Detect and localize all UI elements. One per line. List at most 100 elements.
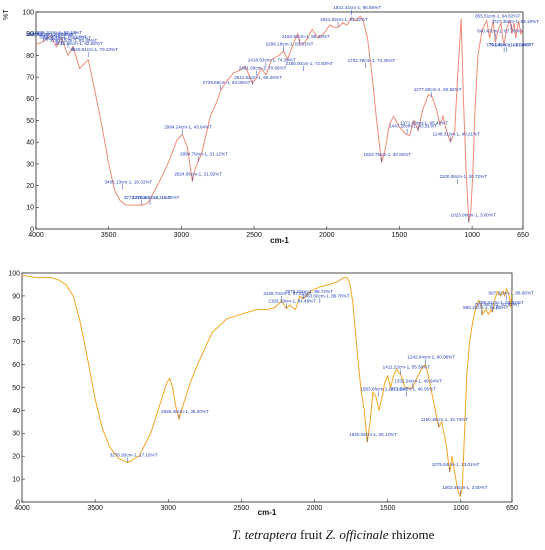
peak-label: 2184.94cm-1, 85.33%T [282,34,330,39]
y-axis-label: %T [3,9,10,20]
x-axis-label: cm-1 [258,508,277,517]
peak-label: 1963.60cm-1, 86.78%T [302,293,350,298]
x-tick-label: 2000 [307,505,323,512]
peak-label: 2924.66cm-1, 21.92%T [174,171,222,176]
y-tick-label: 50 [26,118,34,125]
peak-label: 3947.86cm-1, 86.08%T [26,32,74,37]
peak-label: 783.46cm-1, 82.97%T [474,302,519,307]
peak-label: 1563.06cm-1, 46.14%T [360,386,408,391]
y-tick-label: 90 [12,293,20,300]
peak-label: 1003.45cm-1, 3.00%T [442,485,487,490]
y-tick-label: 0 [16,499,20,506]
peak-label: 2926.48cm-1, 36.20%T [161,409,209,414]
peak-label: 2729.66cm-1, 64.06%T [203,80,251,85]
peak-label: 3215.40cm-1, 11.15%T [132,195,180,200]
x-tick-label: 1500 [392,232,408,239]
x-tick-label: 650 [517,232,529,239]
x-tick-label: 1000 [464,232,480,239]
peak-label: 1371.60cm-1, 45.42%T [400,120,448,125]
x-tick-label: 4000 [14,505,30,512]
peak-label: 3780.11cm-1, 83.40%T [50,38,98,43]
spectrum-line-1 [35,15,524,223]
peak-label: 840.47cm-1, 87.78%T [477,29,522,34]
peak-label: 2078.10cm-1, 88.72%T [285,289,333,294]
y-tick-label: 80 [12,316,20,323]
peak-label: 779.94cm-1, 81.36%T [486,42,531,47]
peak-label: 756.51cm-1, 83.92%T [478,300,523,305]
peak-label: 1640.06cm-1, 26.12%T [349,432,397,437]
peak-label: 3273.37cm-1, 11.11%T [124,195,171,200]
peak-label: 2193.19cm-1, 84.49%T [268,299,316,304]
y-tick-label: 50 [12,385,20,392]
peak-label: 1148.31cm-1, 40.21%T [433,132,481,137]
caption-species-2: Z. officinale [325,527,389,542]
peak-label: 2418.63cm-1, 74.39%T [248,58,296,63]
peak-label: 2511.52cm-1, 66.46%T [234,75,282,80]
peak-label: 1373.24cm-1, 46.05%T [388,387,436,392]
peak-label: 860.20cm-1, 81.65%T [463,305,508,310]
peak-label: 2884.79cm-1, 31.12%T [180,151,228,156]
y-tick-label: 100 [22,9,34,16]
plot-frame-2 [21,272,513,503]
y-tick-label: 40 [12,408,20,415]
peak-label: 3745.60cm-1, 82.08%T [55,41,103,46]
caption-species-1: T. tetraptera [232,527,297,542]
x-axis-label: cm-1 [270,236,289,245]
peak-label: 1831.44cm-1, 98.56%T [333,5,381,10]
peak-label: 727.38cm-1, 92.19%T [494,19,539,24]
peak-label: 2481.60cm-1, 70.66%T [239,66,287,71]
x-tick-label: 1000 [453,505,469,512]
peak-label: 2994.24cm-1, 43.64%T [164,124,212,129]
peak-label: 855.51cm-1, 94.62%T [475,14,520,19]
peak-label: 3405.13cm-1, 18.31%T [104,179,152,184]
x-tick-label: 2000 [319,232,335,239]
x-tick-label: 2500 [246,232,262,239]
x-tick-label: 2500 [234,505,250,512]
caption-text-1: fruit [296,527,326,542]
y-tick-label: 30 [12,431,20,438]
y-tick-label: 70 [12,339,20,346]
peak-label: 1623.75cm-1, 30.82%T [363,152,411,157]
peak-label: 1447.28cm-1, 43.91%T [389,124,437,129]
peak-label: 1277.60cm-1, 60.82%T [414,87,462,92]
peak-label: 1023.90cm-1, 3.00%T [451,212,496,217]
peak-label: 3924.21cm-1, 86.39%T [29,32,77,37]
y-tick-label: 90 [26,31,34,38]
y-tick-label: 40 [26,140,34,147]
caption-text-2: rhizome [388,527,435,542]
figure-caption: T. tetraptera fruit Z. officinale rhizom… [232,527,434,543]
peak-label: 1100.06cm-1, 20.72%T [440,174,488,179]
x-tick-label: 3000 [160,505,176,512]
x-tick-label: 3500 [87,505,103,512]
y-tick-label: 20 [12,454,20,461]
y-tick-label: 70 [26,75,34,82]
y-tick-label: 80 [26,53,34,60]
y-tick-label: 60 [26,96,34,103]
peak-label: 2226.73cm-1, 87.81%T [263,291,311,296]
x-tick-label: 4000 [28,232,44,239]
x-tick-label: 3000 [174,232,190,239]
y-tick-label: 20 [26,183,34,190]
y-tick-label: 0 [30,226,34,233]
peak-label: 2160.00cm-1, 72.83%T [285,61,333,66]
peak-label: 3276.93cm-1, 17.18%T [110,453,158,458]
peak-label: 687.32cm-1, 88.06%T [489,290,534,295]
x-tick-label: 3500 [101,232,117,239]
y-tick-label: 100 [8,270,20,277]
peak-label: 3640.91cm-1, 79.23%T [70,47,118,52]
spectrum-line-2 [21,274,513,498]
peak-label: 1075.64cm-1, 13.01%T [432,462,480,467]
peak-label: 1150.36cm-1, 32.74%T [421,417,469,422]
y-tick-label: 60 [12,362,20,369]
x-tick-label: 650 [506,505,518,512]
peak-label: 3855.75cm-1, 85.12%T [39,34,87,39]
peak-label: 761.35cm-1, 81.60%T [489,42,534,47]
y-tick-label: 10 [26,205,34,212]
peak-label: 3888.10cm-1, 87.10%T [34,30,82,35]
peak-label: 1921.93cm-1, 93.12%T [320,17,368,22]
y-tick-label: 30 [26,161,34,168]
y-tick-label: 10 [12,477,20,484]
x-tick-label: 1500 [380,505,396,512]
peak-label: 3825.33cm-1, 84.57%T [43,35,91,40]
